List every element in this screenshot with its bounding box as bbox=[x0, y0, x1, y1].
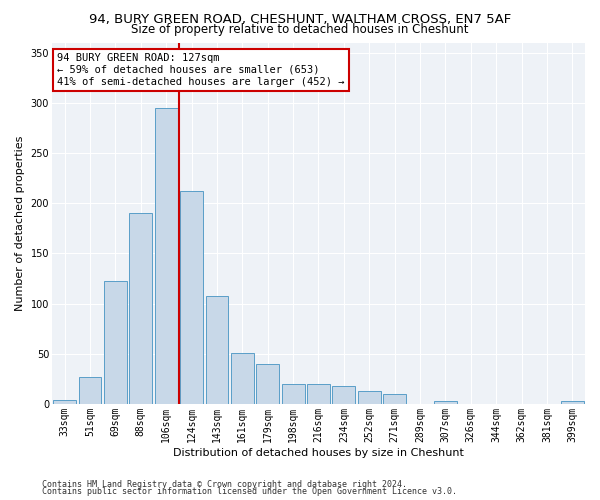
Y-axis label: Number of detached properties: Number of detached properties bbox=[15, 136, 25, 311]
X-axis label: Distribution of detached houses by size in Cheshunt: Distribution of detached houses by size … bbox=[173, 448, 464, 458]
Bar bbox=[155, 108, 178, 404]
Bar bbox=[256, 364, 279, 404]
Bar bbox=[307, 384, 330, 404]
Bar bbox=[281, 384, 305, 404]
Bar bbox=[231, 352, 254, 404]
Bar bbox=[53, 400, 76, 404]
Text: 94, BURY GREEN ROAD, CHESHUNT, WALTHAM CROSS, EN7 5AF: 94, BURY GREEN ROAD, CHESHUNT, WALTHAM C… bbox=[89, 12, 511, 26]
Bar bbox=[434, 401, 457, 404]
Text: Contains public sector information licensed under the Open Government Licence v3: Contains public sector information licen… bbox=[42, 487, 457, 496]
Bar bbox=[206, 296, 229, 404]
Bar bbox=[383, 394, 406, 404]
Text: 94 BURY GREEN ROAD: 127sqm
← 59% of detached houses are smaller (653)
41% of sem: 94 BURY GREEN ROAD: 127sqm ← 59% of deta… bbox=[57, 54, 345, 86]
Bar bbox=[130, 213, 152, 404]
Text: Contains HM Land Registry data © Crown copyright and database right 2024.: Contains HM Land Registry data © Crown c… bbox=[42, 480, 407, 489]
Text: Size of property relative to detached houses in Cheshunt: Size of property relative to detached ho… bbox=[131, 22, 469, 36]
Bar bbox=[180, 191, 203, 404]
Bar bbox=[104, 282, 127, 404]
Bar bbox=[332, 386, 355, 404]
Bar bbox=[358, 391, 380, 404]
Bar bbox=[79, 377, 101, 404]
Bar bbox=[561, 401, 584, 404]
